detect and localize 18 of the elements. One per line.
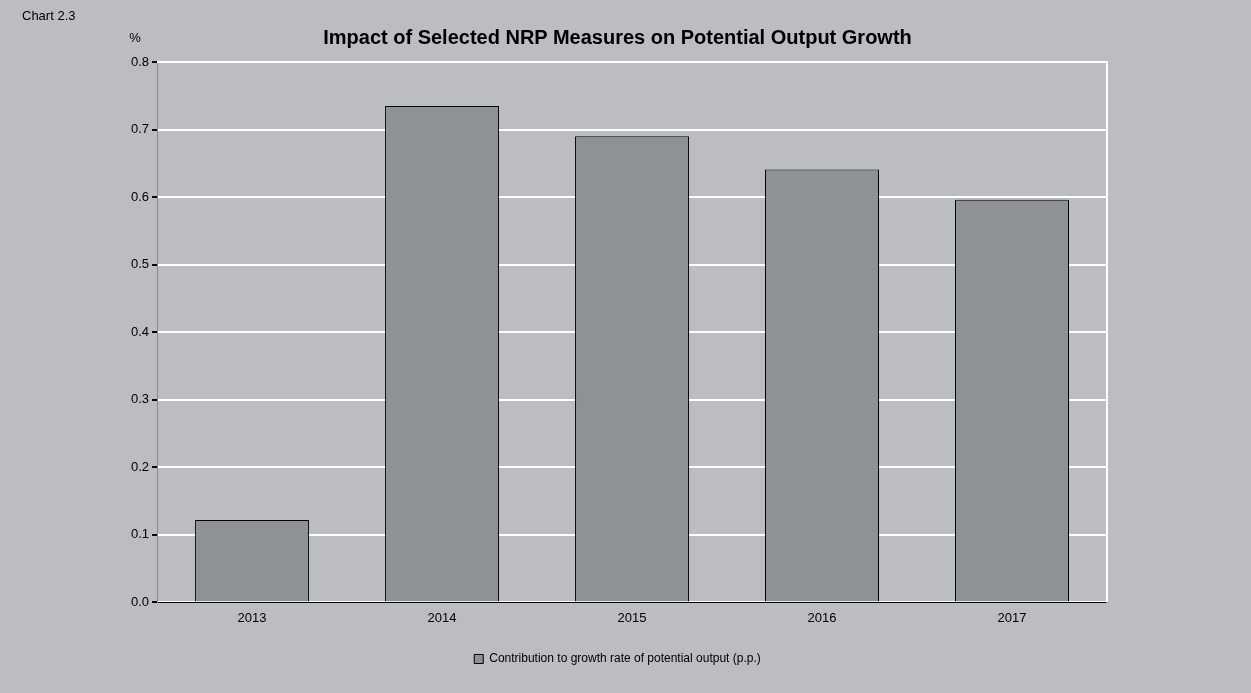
y-tick-label: 0.7 [130, 121, 150, 137]
caption: Chart 2.3 [22, 8, 76, 24]
y-tick-label: 0.6 [130, 188, 150, 204]
y-tick-label: 0.2 [130, 458, 150, 474]
x-tick-label: 2016 [807, 609, 837, 625]
y-tick-label: 0.3 [130, 391, 150, 407]
y-tick-label: 0.8 [130, 53, 150, 69]
x-tick-label: 2013 [237, 609, 267, 625]
chart-title: Impact of Selected NRP Measures on Potential Output Growth [323, 25, 912, 48]
x-tick-label: 2014 [427, 609, 457, 625]
legend-label: Contribution to growth rate of potential output (p.p.) [489, 651, 761, 666]
y-tick-label: 0.0 [130, 593, 150, 609]
y-tick-label: 0.5 [130, 256, 150, 272]
x-tick-label: 2015 [617, 609, 647, 625]
y-tick-label: 0.4 [130, 323, 150, 339]
x-tick-label: 2017 [997, 609, 1027, 625]
y-axis-title: % [129, 30, 142, 46]
y-tick-label: 0.1 [130, 526, 150, 542]
